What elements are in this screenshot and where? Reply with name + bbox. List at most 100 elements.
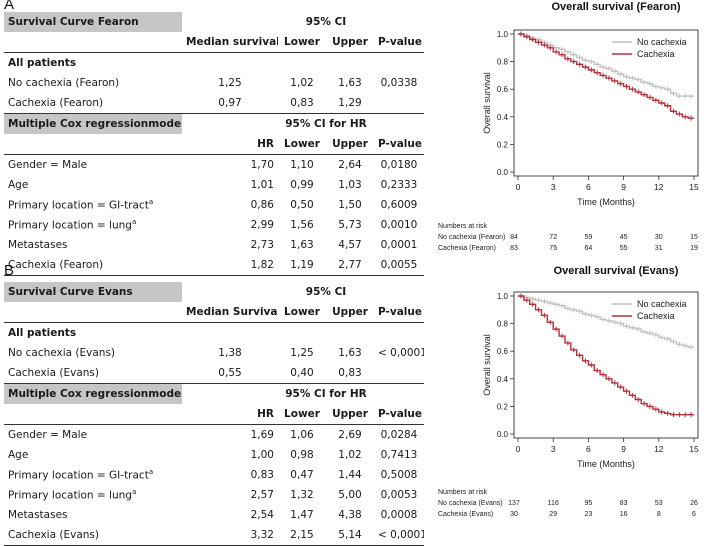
y-tick-label: 0.0 bbox=[497, 168, 509, 177]
legend-label: No cachexia bbox=[637, 37, 687, 47]
risk-value: 19 bbox=[690, 245, 698, 252]
risk-value: 31 bbox=[655, 245, 663, 252]
y-tick-label: 0.4 bbox=[497, 113, 509, 122]
survival-title: Survival Curve Evans bbox=[4, 282, 182, 302]
risk-value: 64 bbox=[585, 245, 593, 252]
table-row: No cachexia (Evans) 1,38 1,25 1,63 < 0,0… bbox=[8, 347, 424, 359]
legend-label: Cachexia bbox=[637, 311, 675, 321]
x-tick-label: 0 bbox=[516, 182, 521, 192]
risk-row-label: Cachexia (Fearon) bbox=[438, 245, 496, 252]
table-row: No cachexia (Fearon) 1,25 1,02 1,63 0,03… bbox=[8, 77, 418, 89]
risk-value: 95 bbox=[585, 500, 593, 507]
x-tick-label: 0 bbox=[516, 444, 521, 454]
table-row: Primary location = lunga 2,57 1,32 5,00 0,00… bbox=[8, 488, 418, 502]
y-tick-label: 0.6 bbox=[497, 347, 509, 356]
risk-value: 29 bbox=[549, 511, 557, 518]
x-tick-label: 12 bbox=[654, 182, 664, 192]
fearon-survival-chart: Overall survival (Fearon) 0.0 0.2 0.4 0.6 0.8… bbox=[438, 1, 699, 252]
panel-letter-a: A bbox=[4, 0, 15, 13]
x-axis-label: Time (Months) bbox=[577, 197, 635, 207]
chart-title: Overall survival (Fearon) bbox=[552, 1, 681, 13]
risk-row-label: No cachexia (Evans) bbox=[438, 500, 503, 507]
y-tick-label: 0.0 bbox=[497, 430, 509, 439]
col-lower: Lower bbox=[278, 32, 326, 53]
x-tick-label: 3 bbox=[551, 444, 556, 454]
plot-frame bbox=[513, 29, 699, 177]
x-tick-label: 9 bbox=[621, 182, 626, 192]
y-tick-label: 0.4 bbox=[497, 375, 509, 384]
x-tick-label: 15 bbox=[689, 444, 699, 454]
y-tick-label: 0.8 bbox=[497, 320, 509, 329]
col-hr: HR bbox=[182, 134, 278, 155]
x-tick-label: 3 bbox=[551, 182, 556, 192]
risk-value: 83 bbox=[510, 245, 518, 252]
legend-label: Cachexia bbox=[637, 49, 675, 59]
risk-value: 30 bbox=[510, 511, 518, 518]
col-median: Median survival bbox=[182, 32, 278, 53]
risk-value: 15 bbox=[690, 234, 698, 241]
y-tick-label: 1.0 bbox=[497, 30, 509, 39]
col-upper: Upper bbox=[326, 32, 374, 53]
risk-value: 53 bbox=[655, 500, 663, 507]
table-row: Cachexia (Evans) 3,32 2,15 5,14 < 0,0001 bbox=[4, 525, 424, 546]
fearon-stats-table: Survival Curve Fearon 95% CI Median surv… bbox=[4, 12, 424, 276]
survival-title: Survival Curve Fearon bbox=[4, 12, 182, 32]
risk-value: 59 bbox=[585, 234, 593, 241]
risk-value: 84 bbox=[510, 234, 518, 241]
y-tick-label: 1.0 bbox=[497, 292, 509, 301]
survival-curve-cachexia bbox=[518, 33, 694, 119]
risk-value: 83 bbox=[620, 500, 628, 507]
y-axis-label: Overall survival bbox=[482, 72, 492, 134]
table-row: Cachexia (Fearon) 0,97 0,83 1,29 bbox=[8, 97, 362, 109]
y-tick-label: 0.8 bbox=[497, 58, 509, 67]
risk-value: 26 bbox=[690, 500, 698, 507]
x-tick-label: 15 bbox=[689, 182, 699, 192]
table-row: Age 1,00 0,98 1,02 0,7413 bbox=[8, 449, 418, 461]
ci-hr-header: 95% CI for HR bbox=[278, 383, 374, 404]
ci-header: 95% CI bbox=[305, 16, 347, 28]
table-row: Metastases 2,73 1,63 4,57 0,0001 bbox=[8, 239, 418, 251]
numbers-at-risk-header: Numbers at risk bbox=[438, 489, 488, 496]
plot-frame bbox=[513, 291, 699, 439]
y-tick-label: 0.2 bbox=[497, 140, 509, 149]
risk-value: 8 bbox=[657, 511, 661, 518]
table-row: Primary location = GI-tracta 0,86 0,50 1,50… bbox=[8, 198, 418, 212]
survival-curve-cachexia bbox=[518, 295, 694, 416]
x-tick-label: 12 bbox=[654, 444, 664, 454]
risk-value: 23 bbox=[585, 511, 593, 518]
table-row: Gender = Male 1,70 1,10 2,64 0,0180 bbox=[8, 159, 418, 171]
legend-label: No cachexia bbox=[637, 299, 687, 309]
table-row: Primary location = lunga 2,99 1,56 5,73 0,00… bbox=[8, 218, 418, 232]
table-row: Primary location = GI-tracta 0,83 0,47 1,44… bbox=[8, 468, 418, 482]
cox-title: Multiple Cox regressionmodel bbox=[4, 113, 182, 134]
risk-value: 6 bbox=[692, 511, 696, 518]
risk-value: 55 bbox=[620, 245, 628, 252]
survival-curve-no-cachexia bbox=[518, 295, 694, 348]
table-row: Cachexia (Fearon) 1,82 1,19 2,77 0,0055 bbox=[4, 255, 424, 276]
y-tick-label: 0.2 bbox=[497, 402, 509, 411]
risk-value: 16 bbox=[620, 511, 628, 518]
col-hr: HR bbox=[182, 404, 278, 425]
risk-value: 45 bbox=[620, 234, 628, 241]
table-row: Age 1,01 0,99 1,03 0,2333 bbox=[8, 179, 418, 191]
x-tick-label: 6 bbox=[586, 444, 591, 454]
ci-hr-header: 95% CI for HR bbox=[278, 113, 374, 134]
all-patients-label: All patients bbox=[8, 57, 77, 69]
x-tick-label: 6 bbox=[586, 182, 591, 192]
col-median: Median Survival bbox=[182, 302, 278, 323]
numbers-at-risk-header: Numbers at risk bbox=[438, 223, 488, 230]
panel-letter-b: B bbox=[4, 262, 15, 279]
y-axis-label: Overall survival bbox=[482, 334, 492, 396]
risk-value: 30 bbox=[655, 234, 663, 241]
all-patients-label: All patients bbox=[8, 327, 77, 339]
risk-value: 75 bbox=[549, 245, 557, 252]
cox-title: Multiple Cox regressionmodel bbox=[4, 383, 182, 404]
risk-value: 116 bbox=[548, 500, 559, 507]
risk-row-label: Cachexia (Evans) bbox=[438, 511, 493, 518]
risk-value: 72 bbox=[549, 234, 557, 241]
x-tick-label: 9 bbox=[621, 444, 626, 454]
col-pvalue: P-value bbox=[374, 32, 424, 53]
ci-header: 95% CI bbox=[305, 286, 347, 298]
x-axis-label: Time (Months) bbox=[577, 459, 635, 469]
y-tick-label: 0.6 bbox=[497, 85, 509, 94]
